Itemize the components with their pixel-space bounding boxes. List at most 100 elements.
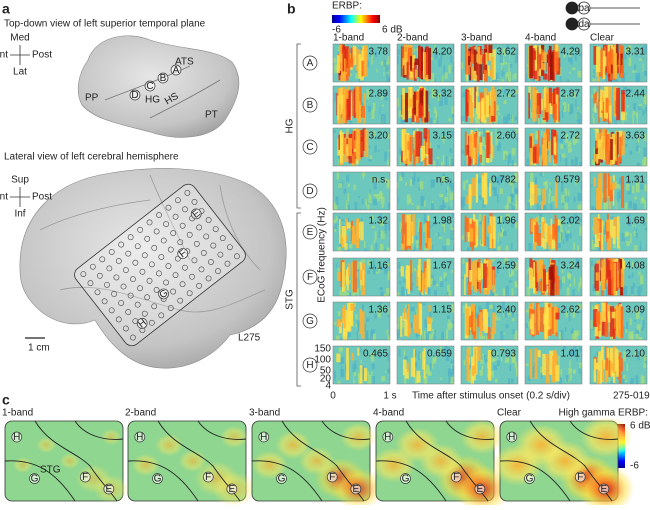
spectrogram-noise (412, 203, 414, 205)
spectrogram-noise (375, 243, 377, 251)
spectrogram-activity (478, 143, 480, 152)
spectrogram-noise (641, 284, 642, 291)
spectrogram-activity (555, 365, 559, 381)
spectrogram-noise (376, 272, 378, 274)
spectrogram-activity (597, 371, 600, 384)
spectrogram-noise (503, 72, 505, 75)
spectrogram-activity (424, 128, 428, 139)
anatomy-label: PP (85, 93, 99, 104)
spectrogram-activity (532, 90, 536, 121)
spectrogram-noise (479, 178, 482, 184)
spectrogram-noise (374, 194, 377, 197)
spectrogram-activity (530, 349, 533, 379)
map-title: Clear (497, 408, 522, 419)
spectrogram-noise (433, 161, 435, 166)
spectrogram-noise (516, 200, 518, 210)
spectrogram-activity (361, 311, 365, 338)
spectrogram-noise (349, 244, 352, 248)
spectrogram-noise (506, 246, 509, 251)
spectrogram-activity (357, 348, 359, 356)
spectrogram-noise (415, 236, 417, 239)
spectrogram-activity (479, 55, 482, 64)
spectrogram-noise (645, 107, 647, 114)
spectrogram-activity (346, 348, 349, 380)
spectrogram-activity (469, 228, 473, 241)
spectrogram-activity (410, 72, 414, 79)
spectrogram-activity (466, 218, 470, 232)
spectrogram-noise (358, 196, 360, 198)
spectrogram-noise (568, 368, 571, 374)
spectrogram-noise (638, 272, 640, 275)
spectrogram-noise (642, 159, 645, 166)
spectrogram-activity (400, 316, 402, 337)
spectrogram-activity (529, 46, 533, 78)
spectrogram-noise (341, 366, 342, 375)
spectrogram-activity (533, 262, 535, 294)
spectrogram-activity (401, 46, 403, 77)
spectrogram-noise (407, 195, 411, 205)
spectrogram-noise (566, 231, 570, 234)
spectrogram-activity (428, 305, 430, 312)
spectrogram-noise (334, 322, 336, 325)
spectrogram-activity (356, 47, 358, 60)
spectrogram-activity (470, 315, 473, 327)
spectrogram-noise (593, 108, 595, 112)
electrode-label: F (205, 472, 211, 483)
spectrogram-noise (442, 246, 446, 251)
group-label: STG (285, 289, 296, 310)
spectrogram-noise (442, 76, 443, 82)
spectrogram-noise (506, 324, 509, 328)
compass-label: Inf (14, 209, 25, 220)
spectrogram-noise (565, 158, 567, 166)
spectrogram-noise (384, 114, 386, 124)
spectrogram-noise (336, 335, 340, 340)
map-title: 1-band (2, 408, 33, 419)
spectrogram-noise (418, 351, 420, 360)
spectrogram-activity (543, 74, 547, 80)
compass-label: Med (10, 33, 29, 44)
spectrogram-noise (450, 193, 453, 200)
spectrogram-noise (630, 381, 633, 384)
spectrogram-noise (505, 206, 509, 210)
spectrogram-noise (334, 371, 335, 379)
spectrogram-activity (601, 48, 603, 79)
spectrogram-noise (632, 186, 635, 194)
spectrogram-noise (382, 105, 384, 107)
spectrogram-noise (373, 333, 376, 339)
spectrogram-activity (355, 129, 359, 157)
spectrogram-noise (412, 177, 415, 185)
erbp-value: 1.01 (561, 349, 581, 360)
spectrogram-activity (536, 222, 538, 234)
spectrogram-noise (384, 152, 387, 162)
spectrogram-noise (569, 280, 570, 283)
spectrogram-noise (379, 230, 381, 238)
spectrogram-activity (535, 348, 538, 379)
spectrogram-noise (569, 104, 573, 114)
spectrogram-noise (526, 159, 529, 166)
spectrogram-noise (610, 381, 613, 384)
spectrogram-noise (578, 288, 579, 292)
spectrogram-noise (397, 322, 399, 329)
spectrogram-noise (489, 305, 493, 309)
spectrogram-noise (497, 246, 501, 251)
colorbar (332, 15, 380, 23)
group-label: HG (285, 118, 296, 133)
spectrogram-noise (439, 205, 442, 210)
spectrogram-noise (550, 204, 552, 210)
spectrogram-noise (561, 154, 565, 158)
spectrogram-noise (566, 234, 568, 242)
spectrogram-activity (491, 132, 493, 163)
spectrogram-noise (388, 203, 390, 210)
spectrogram-noise (560, 75, 562, 82)
spectrogram-activity (351, 262, 353, 290)
spectrogram-noise (397, 183, 398, 189)
spectrogram-activity (492, 145, 494, 158)
electrode-label: G (31, 474, 39, 485)
bracket (297, 44, 301, 208)
spectrogram-noise (505, 360, 509, 363)
spectrogram-noise (496, 72, 499, 79)
spectrogram-noise (448, 118, 451, 121)
spectrogram-activity (542, 222, 545, 238)
spectrogram-activity (611, 65, 613, 74)
